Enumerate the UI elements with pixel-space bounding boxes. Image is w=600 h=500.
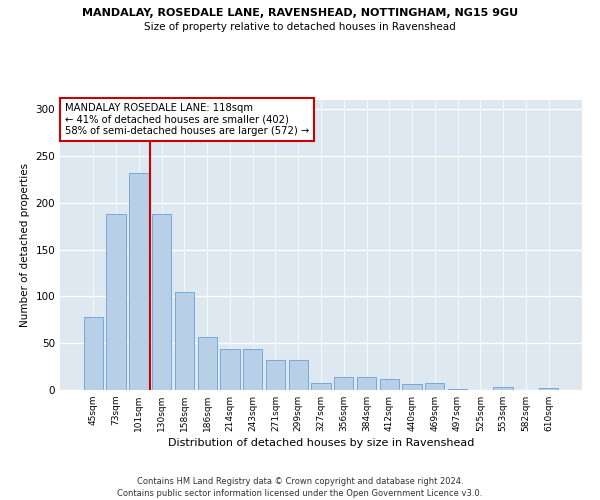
Bar	[380, 379, 399, 390]
Text: Distribution of detached houses by size in Ravenshead: Distribution of detached houses by size …	[168, 438, 474, 448]
Text: Contains HM Land Registry data © Crown copyright and database right 2024.: Contains HM Land Registry data © Crown c…	[137, 478, 463, 486]
Text: Size of property relative to detached houses in Ravenshead: Size of property relative to detached ho…	[144, 22, 456, 32]
Bar	[243, 349, 262, 390]
Bar	[266, 360, 285, 390]
Bar	[403, 384, 422, 390]
Text: MANDALAY ROSEDALE LANE: 118sqm
← 41% of detached houses are smaller (402)
58% of: MANDALAY ROSEDALE LANE: 118sqm ← 41% of …	[65, 103, 310, 136]
Bar	[448, 389, 467, 390]
Bar	[289, 360, 308, 390]
Bar	[425, 384, 445, 390]
Bar	[106, 214, 126, 390]
Bar	[334, 377, 353, 390]
Bar	[129, 173, 149, 390]
Bar	[175, 292, 194, 390]
Text: MANDALAY, ROSEDALE LANE, RAVENSHEAD, NOTTINGHAM, NG15 9GU: MANDALAY, ROSEDALE LANE, RAVENSHEAD, NOT…	[82, 8, 518, 18]
Text: Contains public sector information licensed under the Open Government Licence v3: Contains public sector information licen…	[118, 489, 482, 498]
Bar	[84, 317, 103, 390]
Bar	[220, 349, 239, 390]
Bar	[311, 382, 331, 390]
Y-axis label: Number of detached properties: Number of detached properties	[20, 163, 30, 327]
Bar	[197, 336, 217, 390]
Bar	[539, 388, 558, 390]
Bar	[357, 377, 376, 390]
Bar	[152, 214, 172, 390]
Bar	[493, 387, 513, 390]
